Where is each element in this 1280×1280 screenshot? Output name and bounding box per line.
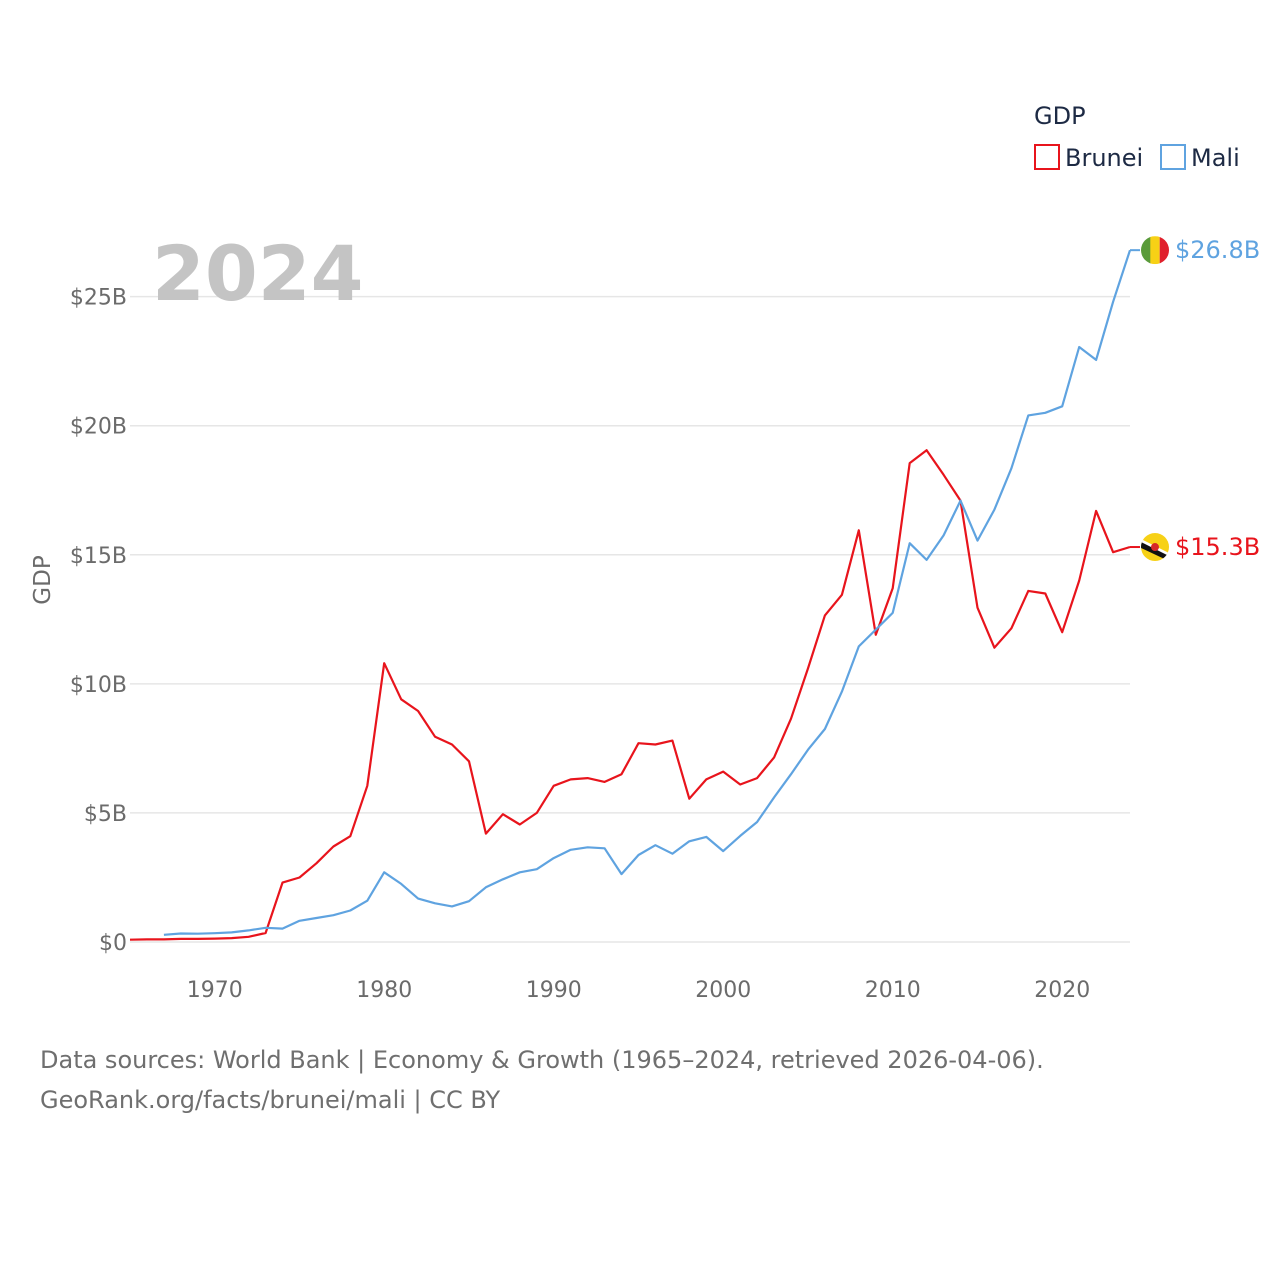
- y-tick-label: $5B: [84, 802, 127, 827]
- legend-label-brunei: Brunei: [1065, 144, 1143, 172]
- legend-item-mali[interactable]: Mali: [1160, 144, 1240, 172]
- x-tick-label: 1980: [356, 978, 412, 1003]
- y-tick-label: $25B: [70, 286, 127, 311]
- brunei-end-value-label: $15.3B: [1175, 533, 1260, 561]
- current-year-label: 2024: [152, 229, 364, 318]
- gdp-line-chart: $0 $5B $10B $15B $20B $25B 1970 1980 1990 2000 20…: [30, 102, 1260, 1003]
- brunei-flag-icon: [1141, 533, 1169, 562]
- footer: Data sources: World Bank | Economy & Gro…: [40, 1040, 1260, 1120]
- legend-item-brunei[interactable]: Brunei: [1034, 144, 1143, 172]
- y-tick-label: $10B: [70, 673, 127, 698]
- y-tick-label: $0: [99, 931, 127, 956]
- x-tick-label: 1970: [187, 978, 243, 1003]
- series-lines: [129, 249, 1140, 941]
- x-tick-label: 1990: [526, 978, 582, 1003]
- gridlines: [130, 295, 1130, 943]
- series-line-brunei: [129, 449, 1131, 941]
- legend-swatch-mali: [1160, 144, 1186, 170]
- mali-end-value-label: $26.8B: [1175, 236, 1260, 264]
- y-tick-label: $20B: [70, 415, 127, 440]
- footer-link[interactable]: GeoRank.org/facts/brunei/mali | CC BY: [40, 1086, 501, 1114]
- x-tick-label: 2020: [1034, 978, 1090, 1003]
- y-tick-label: $15B: [70, 544, 127, 569]
- mali-flag-icon: [1141, 236, 1169, 265]
- y-axis-ticks: $0 $5B $10B $15B $20B $25B: [70, 286, 127, 956]
- y-axis-label: GDP: [30, 555, 56, 605]
- legend-title: GDP: [1034, 102, 1086, 130]
- series-line-mali: [163, 249, 1132, 936]
- x-tick-label: 2000: [695, 978, 751, 1003]
- legend-swatch-brunei: [1034, 144, 1060, 170]
- footer-sources: Data sources: World Bank | Economy & Gro…: [40, 1046, 1044, 1074]
- legend: GDP Brunei Mali: [1034, 102, 1240, 172]
- legend-label-mali: Mali: [1191, 144, 1240, 172]
- x-axis-ticks: 1970 1980 1990 2000 2010 2020: [187, 978, 1090, 1003]
- x-tick-label: 2010: [865, 978, 921, 1003]
